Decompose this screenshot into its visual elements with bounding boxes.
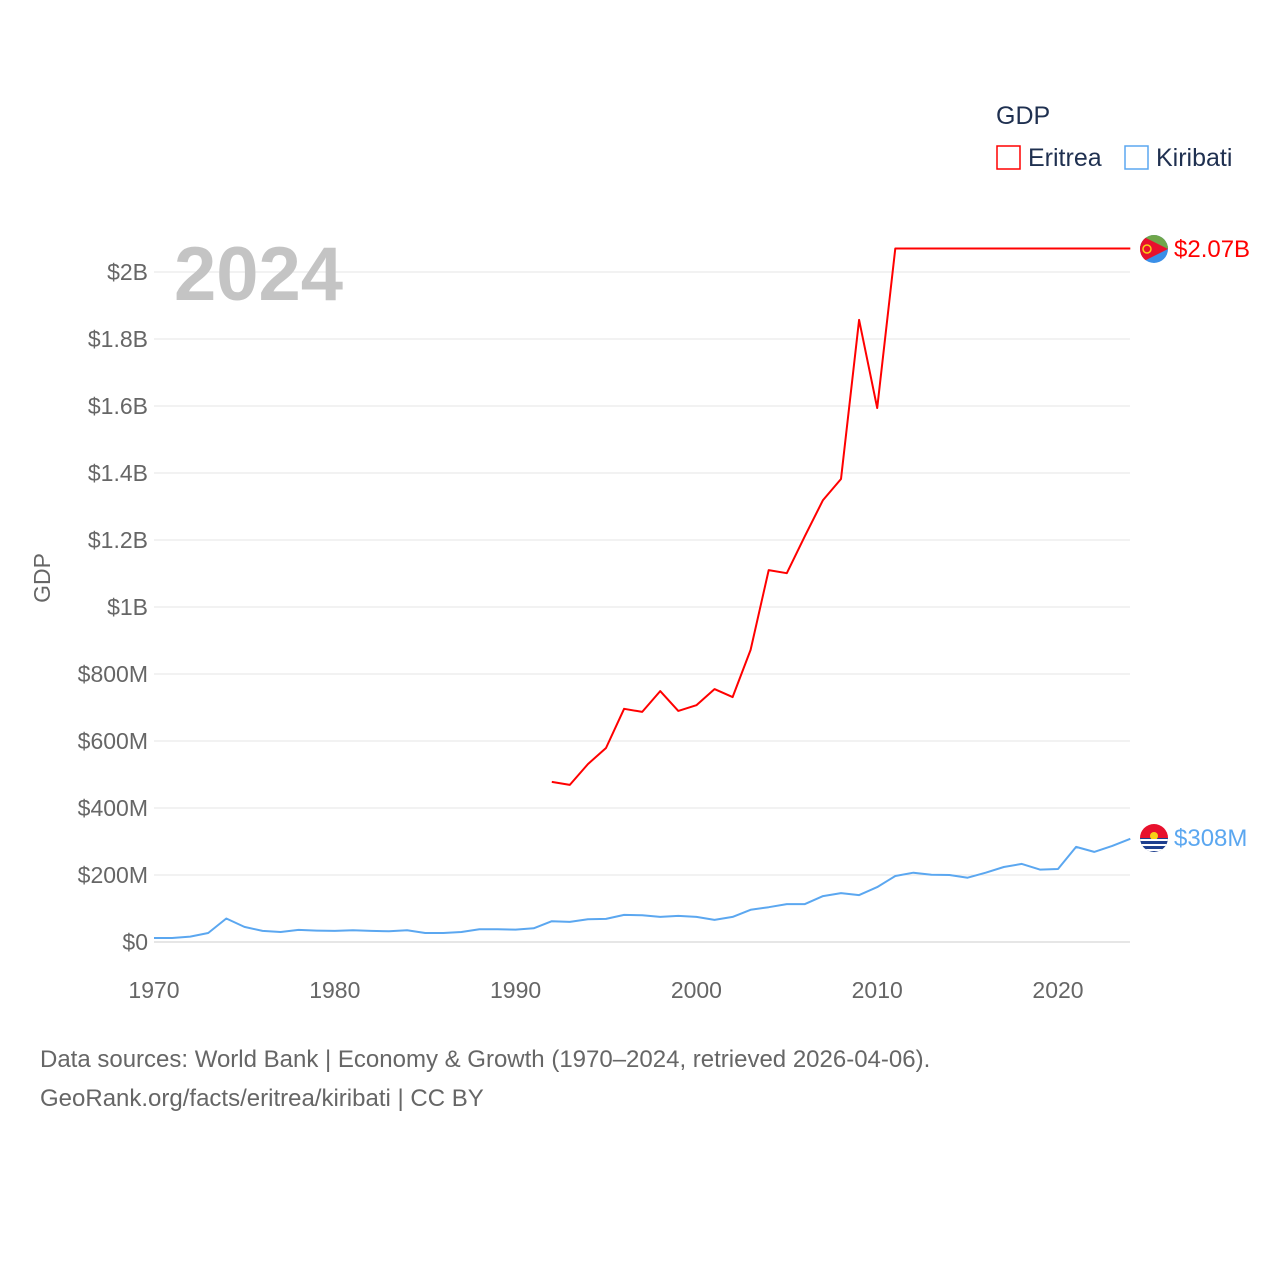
y-axis-label: GDP [29,553,55,603]
y-tick-label: $1.8B [88,326,148,352]
x-tick-label: 1970 [128,977,179,1003]
x-tick-label: 2020 [1032,977,1083,1003]
footer-sources: Data sources: World Bank | Economy & Gro… [40,1046,931,1073]
legend-swatch-kiribati[interactable] [1124,145,1149,170]
y-axis-ticks: $0 $200M $400M $600M $800M $1B $1.2B $1.4B $1.6B… [78,259,148,955]
line-kiribati [154,837,1131,939]
x-tick-label: 1980 [309,977,360,1003]
series-lines [153,247,1131,939]
y-tick-label: $1B [107,594,148,620]
legend-label-eritrea[interactable]: Eritrea [1028,144,1102,172]
y-tick-label: $1.6B [88,393,148,419]
x-tick-label: 2010 [852,977,903,1003]
legend-title: GDP [996,102,1050,130]
grid [154,271,1130,943]
legend[interactable]: GDP Eritrea Kiribati [996,102,1232,172]
y-tick-label: $800M [78,661,148,687]
y-tick-label: $400M [78,795,148,821]
y-tick-label: $1.2B [88,527,148,553]
y-tick-label: $2B [107,259,148,285]
legend-label-kiribati[interactable]: Kiribati [1156,144,1232,172]
eritrea-end-label: $2.07B [1174,236,1250,263]
line-eritrea [551,247,1131,786]
gdp-line-chart: $0 $200M $400M $600M $800M $1B $1.2B $1.4B $1.6B… [29,102,1250,1003]
eritrea-flag-icon [1140,235,1168,263]
y-tick-label: $600M [78,728,148,754]
year-watermark: 2024 [174,232,343,317]
kiribati-end-label: $308M [1174,825,1247,852]
footer-attribution[interactable]: GeoRank.org/facts/eritrea/kiribati | CC … [40,1085,484,1112]
x-axis-ticks: 1970 1980 1990 2000 2010 2020 [128,977,1083,1003]
y-tick-label: $1.4B [88,460,148,486]
legend-swatch-eritrea[interactable] [996,145,1021,170]
kiribati-flag-icon [1140,824,1168,852]
y-tick-label: $0 [122,929,148,955]
x-tick-label: 1990 [490,977,541,1003]
x-tick-label: 2000 [671,977,722,1003]
y-tick-label: $200M [78,862,148,888]
